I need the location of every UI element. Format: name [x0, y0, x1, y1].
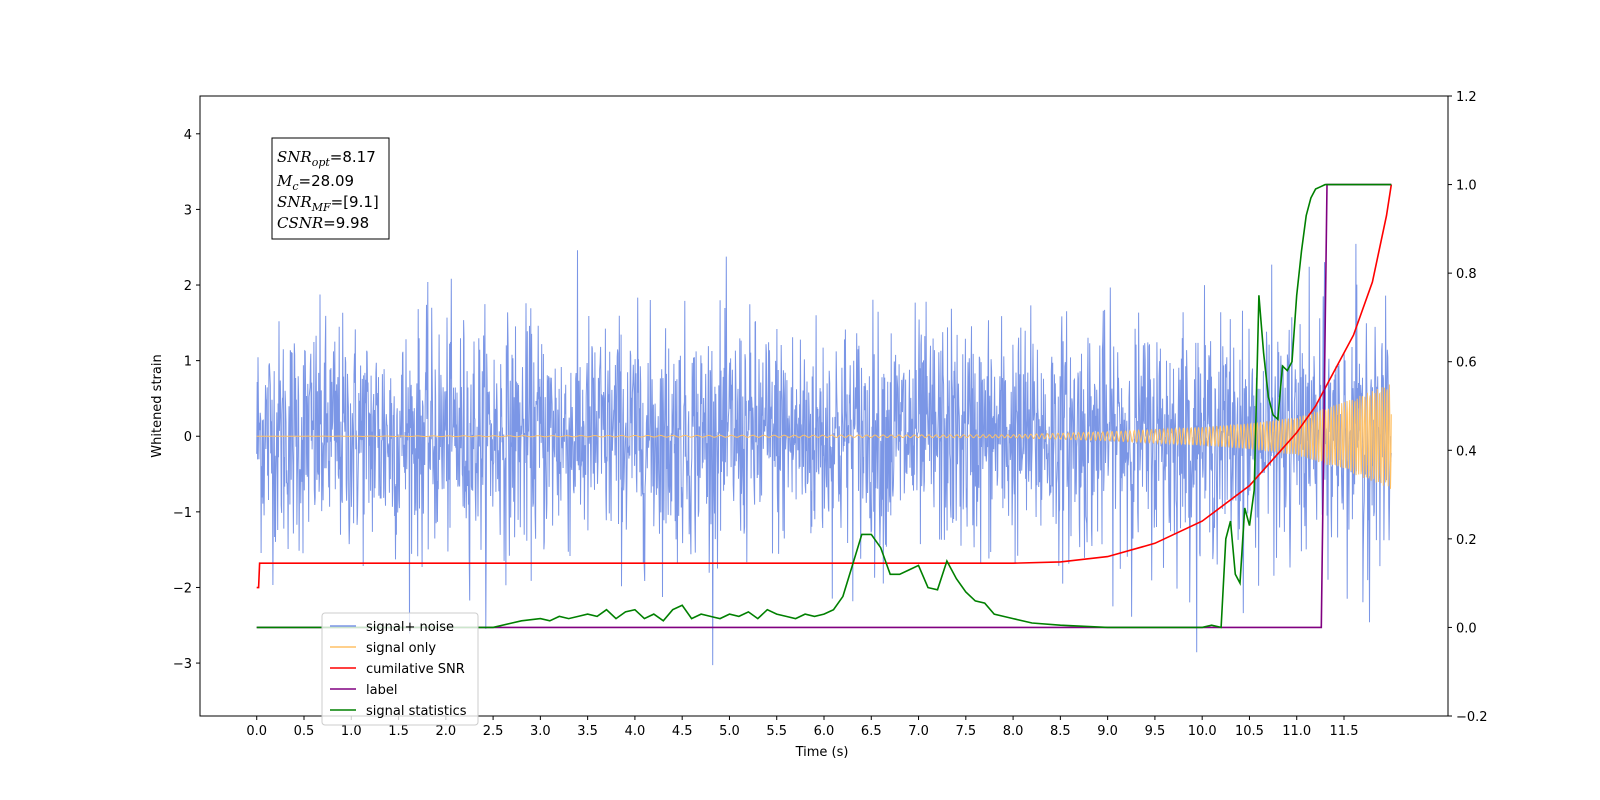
stats-annotation-box: SNRopt=8.17 Mc=28.09 SNRMF=[9.1] CSNR=9.…: [271, 137, 390, 240]
y2-tick-label: 1.2: [1456, 90, 1477, 105]
series-cumulative-snr: [256, 184, 1393, 589]
x-tick-label: 6.0: [814, 724, 835, 739]
x-tick-label: 5.0: [719, 724, 740, 739]
x-tick-label: 2.0: [435, 724, 456, 739]
x-tick-label: 6.5: [861, 724, 882, 739]
annotation-line-csnr: CSNR=9.98: [277, 214, 369, 232]
y2-tick-label: −0.2: [1456, 710, 1488, 725]
y2-tick-label: 0.4: [1456, 444, 1477, 459]
y-tick-label: 2: [184, 279, 192, 294]
annotation-snr-mf-value: =[9.1]: [331, 193, 379, 211]
annotation-snr-opt-base: SNR: [277, 148, 312, 166]
annotation-frame: [271, 137, 390, 240]
x-tick-label: 3.0: [530, 724, 551, 739]
legend-entry-signal-statistics: signal statistics: [330, 704, 467, 719]
x-tick-label: 2.5: [483, 724, 504, 739]
annotation-snr-mf-sub: MF: [311, 201, 331, 214]
x-axis-ticks: 0.0 0.5 1.0 1.5 2.0 2.5 3.0 3.5 4.0 4.5 5.0 5.5 6.0 6…: [246, 716, 1358, 739]
x-tick-label: 9.5: [1145, 724, 1166, 739]
legend: signal+ noise signal only cumilative SNR…: [321, 612, 479, 726]
x-tick-label: 11.0: [1282, 724, 1311, 739]
x-tick-label: 1.0: [341, 724, 362, 739]
annotation-snr-opt-value: =8.17: [330, 148, 376, 166]
legend-entry-label: label: [330, 683, 397, 698]
legend-entry-signal-plus-noise: signal+ noise: [330, 620, 454, 635]
y2-tick-label: 0.8: [1456, 267, 1477, 282]
legend-label: signal+ noise: [366, 620, 454, 635]
x-tick-label: 4.0: [625, 724, 646, 739]
annotation-mc-value: =28.09: [299, 172, 355, 190]
x-tick-label: 11.5: [1330, 724, 1359, 739]
series-signal-statistics: [256, 183, 1392, 629]
legend-entry-signal-only: signal only: [330, 641, 436, 656]
x-tick-label: 9.0: [1097, 724, 1118, 739]
annotation-line-snr-opt: SNRopt=8.17: [277, 148, 376, 169]
annotation-snr-opt-sub: opt: [312, 156, 331, 169]
series-group: [256, 183, 1393, 666]
y-tick-label: 1: [184, 355, 192, 370]
y-tick-label: −1: [173, 506, 192, 521]
x-tick-label: 0.5: [294, 724, 315, 739]
y2-tick-label: 0.2: [1456, 533, 1477, 548]
annotation-mc-base: M: [276, 172, 293, 190]
legend-label: label: [366, 683, 397, 698]
annotation-line-mc: Mc=28.09: [276, 172, 354, 193]
series-signal-plus-noise: [256, 243, 1392, 666]
x-tick-label: 7.0: [908, 724, 929, 739]
y2-tick-label: 1.0: [1456, 179, 1477, 194]
y2-tick-label: 0.0: [1456, 621, 1477, 636]
x-tick-label: 8.5: [1050, 724, 1071, 739]
annotation-line-snr-mf: SNRMF=[9.1]: [277, 193, 379, 214]
series-signal-only: [256, 384, 1392, 489]
legend-label: signal only: [366, 641, 436, 656]
annotation-csnr-value: =9.98: [323, 214, 369, 232]
x-tick-label: 5.5: [766, 724, 787, 739]
y-tick-label: 3: [184, 203, 192, 218]
x-axis-label: Time (s): [795, 745, 849, 760]
legend-frame: [321, 612, 479, 726]
annotation-snr-mf-base: SNR: [277, 193, 312, 211]
x-tick-label: 1.5: [388, 724, 409, 739]
y2-axis-ticks: −0.2 0.0 0.2 0.4 0.6 0.8 1.0 1.2: [1448, 90, 1488, 725]
legend-label: cumilative SNR: [366, 662, 465, 677]
y-axis-ticks: −3 −2 −1 0 1 2 3 4: [173, 128, 200, 672]
y-axis-label: Whitened strain: [150, 354, 165, 457]
x-tick-label: 8.0: [1003, 724, 1024, 739]
x-tick-label: 3.5: [577, 724, 598, 739]
x-tick-label: 0.0: [246, 724, 267, 739]
y-tick-label: −3: [173, 657, 192, 672]
annotation-csnr-base: CSNR: [277, 214, 323, 232]
x-tick-label: 10.5: [1235, 724, 1264, 739]
legend-label: signal statistics: [366, 704, 467, 719]
y2-tick-label: 0.6: [1456, 356, 1477, 371]
y-tick-label: 0: [184, 430, 192, 445]
legend-entry-cumulative-snr: cumilative SNR: [330, 662, 465, 677]
annotation-mc-sub: c: [292, 180, 298, 193]
x-tick-label: 4.5: [672, 724, 693, 739]
y-tick-label: 4: [184, 128, 192, 143]
y-tick-label: −2: [173, 581, 192, 596]
x-tick-label: 7.5: [955, 724, 976, 739]
x-tick-label: 10.0: [1188, 724, 1217, 739]
